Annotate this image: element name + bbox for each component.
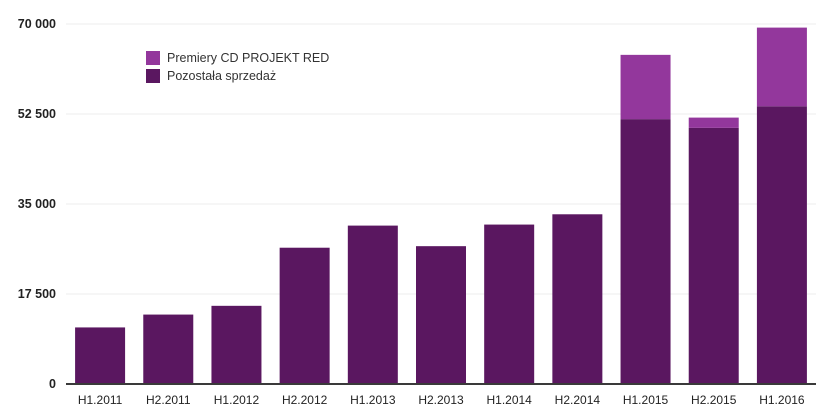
x-tick-label: H2.2011 (146, 393, 191, 407)
x-tick-label: H1.2014 (486, 393, 532, 407)
legend-label: Premiery CD PROJEKT RED (167, 51, 329, 65)
bar-other-sales-h1-2015 (620, 119, 671, 385)
y-tick-label: 70 000 (18, 17, 56, 31)
y-tick-label: 35 000 (18, 197, 56, 211)
x-tick-label: H1.2012 (214, 393, 260, 407)
x-tick-label: H2.2013 (418, 393, 464, 407)
y-tick-label: 17 500 (18, 287, 56, 301)
x-tick-label: H1.2011 (78, 393, 123, 407)
bar-premieres-h2-2015 (688, 117, 739, 128)
bar-other-sales-h2-2011 (143, 314, 194, 384)
bar-other-sales-h1-2016 (756, 106, 807, 385)
bar-other-sales-h1-2011 (75, 327, 126, 384)
legend-label: Pozostała sprzedaż (167, 69, 276, 83)
legend: Premiery CD PROJEKT RED Pozostała sprzeda… (146, 51, 329, 83)
legend-swatch (146, 51, 160, 65)
bar-other-sales-h2-2015 (688, 127, 739, 384)
y-tick-label: 0 (49, 377, 56, 391)
bar-other-sales-h1-2012 (211, 305, 262, 384)
legend-swatch (146, 69, 160, 83)
bar-other-sales-h1-2014 (484, 224, 535, 384)
x-tick-label: H2.2012 (282, 393, 328, 407)
bars (75, 27, 807, 385)
x-axis-ticks: H1.2011 H2.2011 H1.2012 H2.2012 H1.2013 H2.20… (78, 393, 805, 407)
x-tick-label: H2.2014 (555, 393, 601, 407)
bar-premieres-h1-2016 (756, 27, 807, 107)
x-tick-label: H2.2015 (691, 393, 737, 407)
bar-other-sales-h2-2012 (279, 247, 330, 384)
bar-other-sales-h1-2013 (347, 225, 398, 384)
y-tick-label: 52 500 (18, 107, 56, 121)
x-tick-label: H1.2016 (759, 393, 805, 407)
y-axis-ticks: 0 17 500 35 000 52 500 70 000 (18, 17, 56, 391)
bar-other-sales-h2-2013 (416, 246, 466, 384)
x-tick-label: H1.2015 (623, 393, 669, 407)
x-tick-label: H1.2013 (350, 393, 396, 407)
bar-premieres-h1-2015 (620, 54, 671, 120)
bar-other-sales-h2-2014 (552, 214, 603, 384)
